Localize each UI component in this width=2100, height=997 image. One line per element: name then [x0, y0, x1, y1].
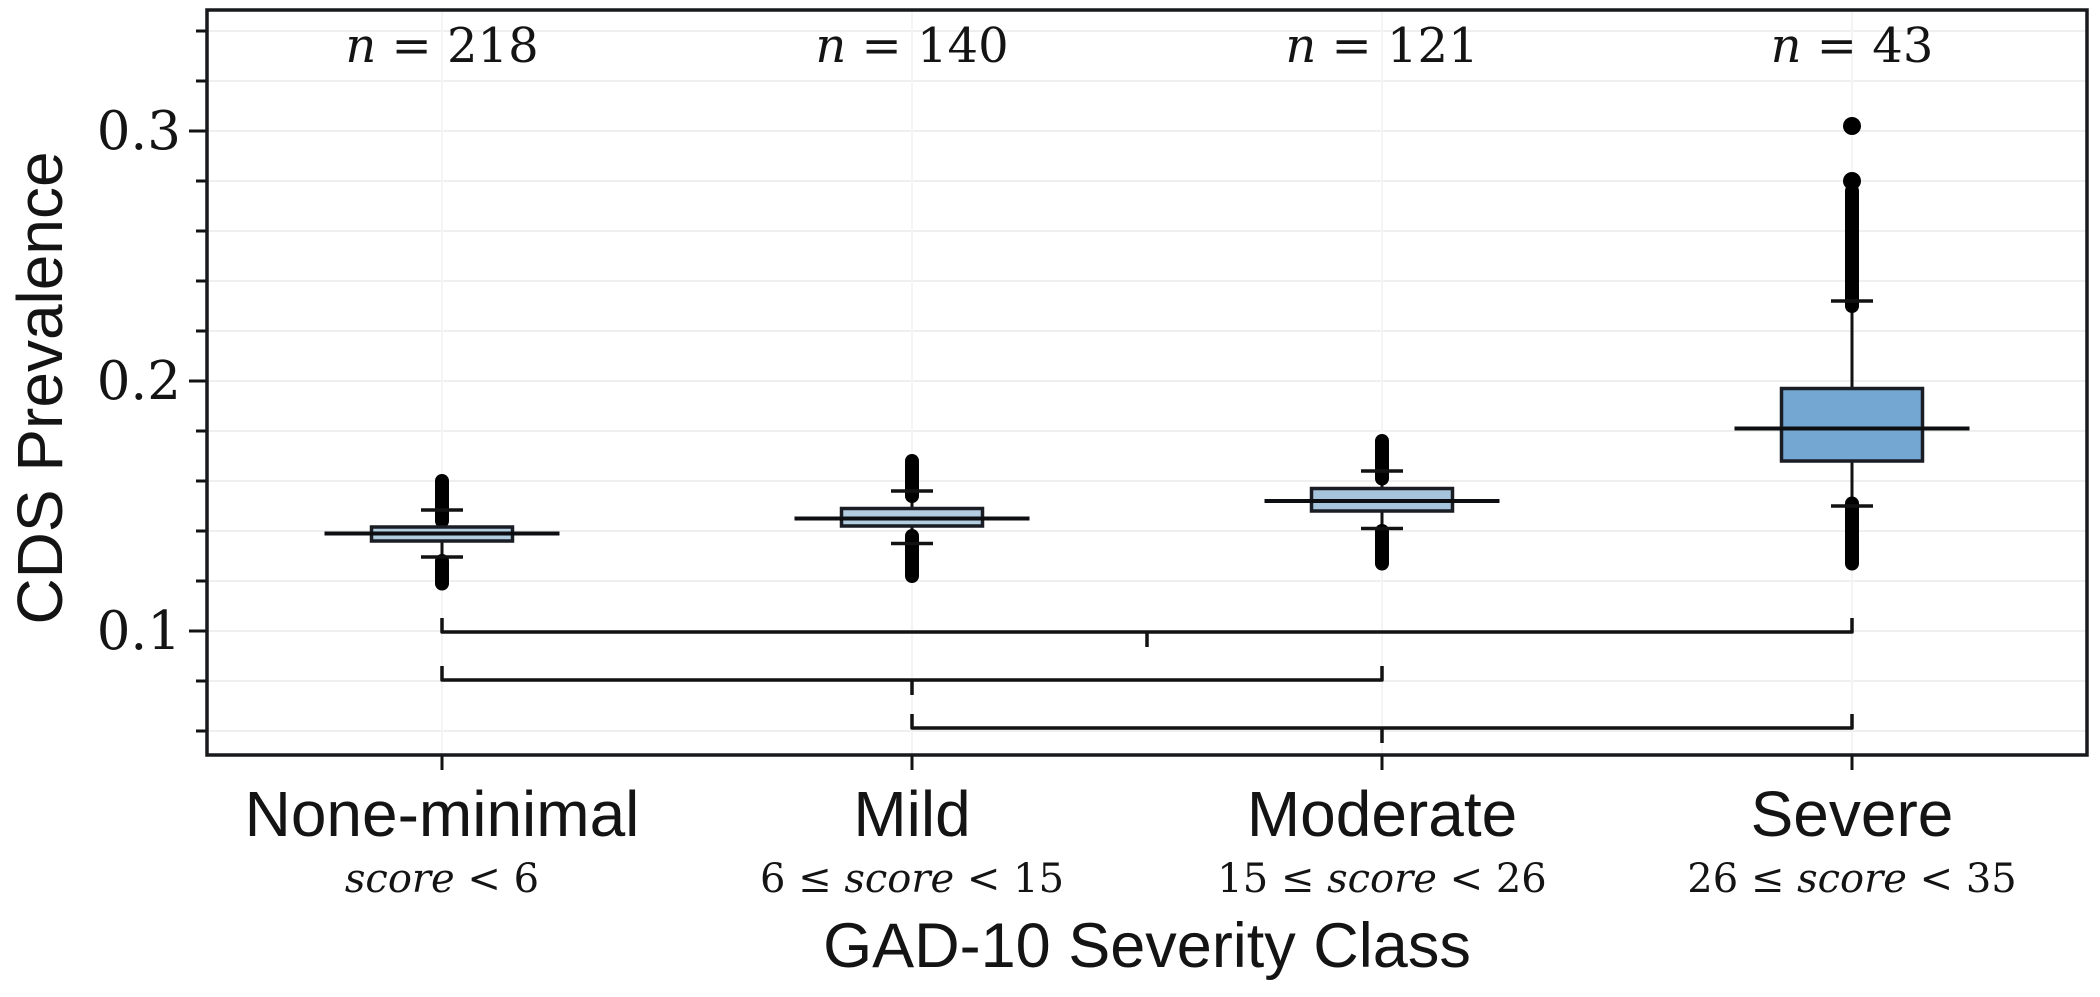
outlier-dot [1843, 172, 1861, 190]
significance-bracket [440, 618, 1854, 647]
category-score-range: 26 ≤ score < 35 [1687, 856, 2017, 902]
iqr-box [1779, 386, 1925, 463]
x-axis [440, 755, 1854, 770]
category-score-range: score < 6 [345, 856, 539, 902]
category-label: None-minimal [245, 778, 640, 850]
significance-bracket [440, 666, 1384, 695]
outlier-dot [1843, 117, 1861, 135]
box-moderate [1264, 434, 1500, 571]
box-mild [794, 454, 1030, 583]
y-tick-label: 0.2 [97, 351, 181, 412]
plot-frame [205, 8, 2089, 757]
category-label: Severe [1751, 778, 1954, 850]
significance-bracket [910, 714, 1854, 743]
category-label: Moderate [1247, 778, 1517, 850]
box-severe [1734, 117, 1970, 571]
category-score-range: 15 ≤ score < 26 [1217, 856, 1547, 902]
sample-size-label: n = 218 [345, 18, 538, 74]
box-none-minimal [324, 474, 560, 591]
grid [207, 10, 2087, 755]
y-tick-label: 0.1 [97, 601, 181, 662]
sample-size-label: n = 43 [1771, 18, 1934, 74]
category-label: Mild [853, 778, 970, 850]
category-score-range: 6 ≤ score < 15 [760, 856, 1064, 902]
y-tick-label: 0.3 [97, 101, 181, 162]
sample-size-label: n = 140 [815, 18, 1008, 74]
y-axis: 0.1 0.2 0.3 [97, 29, 207, 733]
y-axis-title: CDS Prevalence [4, 151, 76, 625]
sample-size-label: n = 121 [1285, 18, 1478, 74]
x-axis-title: GAD-10 Severity Class [823, 911, 1471, 981]
